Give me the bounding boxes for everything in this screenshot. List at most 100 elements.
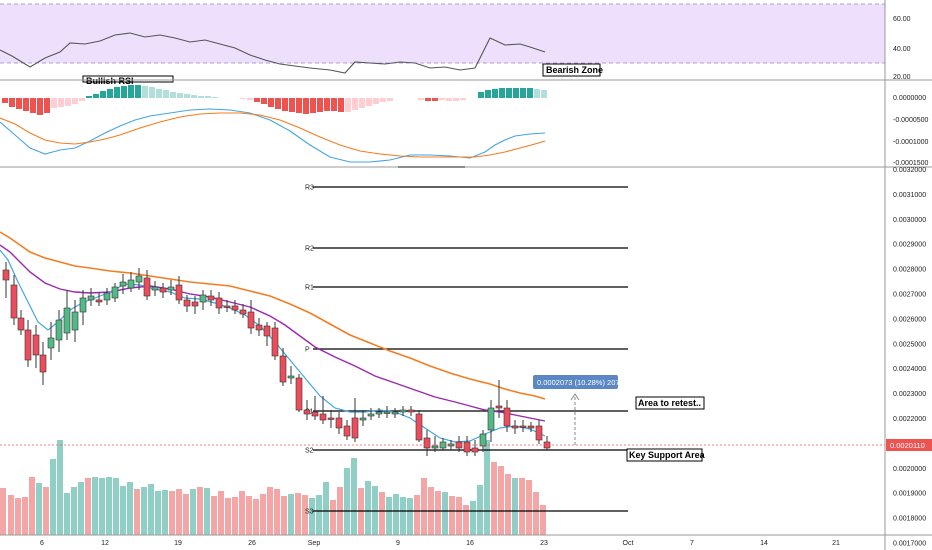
macd-pane[interactable]: 0.0000000 -0.0000500 -0.0001000 -0.00015…	[0, 85, 929, 168]
candle-body	[463, 441, 471, 453]
volume-bar	[134, 489, 140, 535]
macd-histogram-bar	[527, 88, 533, 98]
candle-body	[487, 407, 495, 431]
macd-histogram-bar	[310, 98, 316, 113]
volume-bar	[246, 496, 252, 535]
macd-histogram-bar	[58, 98, 64, 107]
last-price-tag: 0.0020110	[886, 439, 932, 451]
volume-bar	[113, 478, 119, 535]
pivot-label-r2: R2	[305, 246, 314, 253]
date-axis[interactable]: 6 12 19 26 Sep 9 16 23 Oct 7 14 21	[40, 540, 840, 547]
volume-bar	[169, 491, 175, 535]
macd-histogram-bar	[331, 98, 337, 111]
volume-bar	[176, 489, 182, 535]
bearish-zone-box	[542, 63, 601, 77]
macd-histogram-bar	[44, 98, 50, 113]
candle-body	[71, 311, 79, 331]
macd-histogram-bar	[16, 98, 22, 109]
candle-body	[391, 411, 399, 415]
candle-body	[87, 295, 95, 301]
candle-body	[431, 445, 439, 449]
macd-histogram-bar	[296, 98, 302, 113]
macd-histogram-bar	[499, 88, 505, 98]
candle-body	[423, 437, 431, 449]
candle-body	[519, 425, 527, 428]
macd-histogram-bar	[65, 98, 71, 106]
date-axis-label: 21	[832, 540, 840, 547]
price-axis-label: 0.0032000	[893, 167, 926, 174]
macd-line	[0, 108, 546, 163]
volume-bar	[57, 440, 63, 535]
macd-axis-label: -0.0000500	[893, 117, 929, 124]
volume-bars	[0, 440, 546, 535]
candle-body	[303, 409, 311, 415]
retest-note[interactable]: Area to retest..	[635, 396, 705, 410]
volume-bar	[232, 497, 238, 535]
macd-histogram-bar	[366, 98, 372, 106]
macd-histogram-bar	[205, 96, 211, 98]
macd-histogram-bar	[114, 87, 120, 98]
macd-histogram-bar	[247, 98, 253, 100]
volume-bar	[519, 478, 525, 535]
candle-body	[511, 425, 519, 429]
volume-bar	[253, 499, 259, 535]
macd-histogram-bar	[478, 92, 484, 98]
pivot-label-s3: S3	[305, 509, 314, 516]
candle-body	[247, 311, 255, 329]
bearish-zone-note[interactable]: Bearish Zone	[542, 63, 603, 77]
macd-histogram-bar	[156, 89, 162, 98]
candle-body	[207, 295, 215, 301]
volume-bar	[22, 497, 28, 535]
volume-bar	[155, 491, 161, 535]
macd-histogram	[2, 85, 547, 115]
date-axis-label: Sep	[308, 540, 321, 547]
bearish-zone-label: Bearish Zone	[546, 65, 603, 75]
candle-body	[127, 279, 135, 289]
pivot-levels: R3 R2 R1 P S1 S2 S3	[305, 185, 628, 516]
macd-histogram-bar	[453, 98, 459, 101]
measure-tool[interactable]: 0.0002073 (10.28%) 2073	[533, 375, 624, 445]
price-axis-label: 0.0027000	[893, 292, 926, 299]
candle-body	[359, 417, 367, 421]
macd-histogram-bar	[240, 98, 246, 99]
candle-body	[239, 309, 247, 315]
volume-bar	[211, 496, 217, 535]
volume-bar	[260, 494, 266, 535]
macd-histogram-bar	[387, 98, 393, 101]
volume-bar	[85, 478, 91, 535]
date-axis-label: 14	[760, 540, 768, 547]
rsi-pane[interactable]: 60.00 40.00 20.00 Bearish Zone Bullish R…	[0, 3, 911, 86]
volume-bar	[414, 495, 420, 535]
macd-histogram-bar	[317, 98, 323, 112]
rsi-band	[0, 4, 885, 63]
volume-bar	[43, 487, 49, 535]
macd-histogram-bar	[282, 98, 288, 111]
ema-fast-line	[0, 244, 546, 422]
volume-bar	[50, 459, 56, 535]
volume-bar	[239, 491, 245, 535]
candle-body	[231, 305, 239, 311]
pivot-label-r3: R3	[305, 185, 314, 192]
retest-note-label: Area to retest..	[638, 398, 701, 408]
macd-histogram-bar	[492, 89, 498, 98]
candle-body	[335, 417, 343, 429]
macd-histogram-bar	[506, 88, 512, 98]
volume-bar	[309, 498, 315, 535]
volume-bar	[106, 477, 112, 535]
candle-body	[151, 286, 159, 291]
date-axis-label: 16	[466, 540, 474, 547]
macd-histogram-bar	[520, 88, 526, 98]
macd-histogram-bar	[534, 89, 540, 98]
bullish-rsi-box	[82, 75, 174, 83]
macd-histogram-bar	[107, 89, 113, 98]
pivot-label-s2: S2	[305, 448, 314, 455]
price-pane[interactable]: R3 R2 R1 P S1 S2 S3 0.0002073 (10.28%) 2…	[0, 167, 932, 548]
candle-body	[111, 286, 119, 299]
price-axis[interactable]: 0.0032000 0.0031000 0.0030000 0.0029000 0.00…	[893, 167, 926, 548]
candle-body	[10, 284, 18, 319]
macd-axis-label: -0.0001500	[893, 160, 929, 167]
macd-histogram-bar	[9, 98, 15, 107]
support-note[interactable]: Key Support Area	[626, 448, 706, 462]
